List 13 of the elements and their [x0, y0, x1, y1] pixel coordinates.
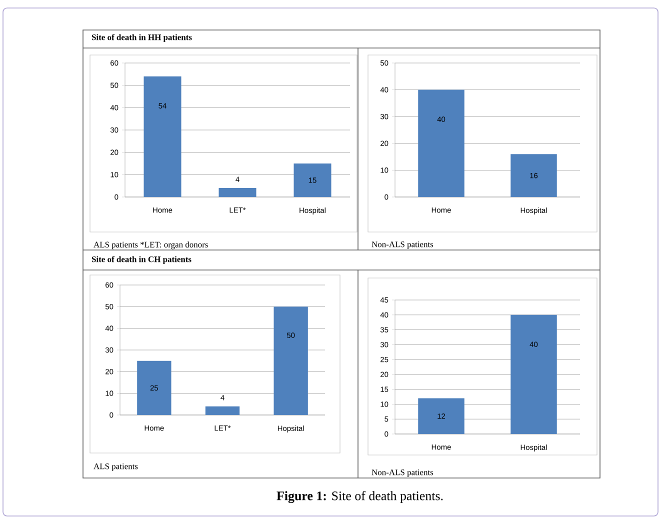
bar: [137, 360, 172, 415]
text: Non-ALS patients: [372, 470, 434, 477]
text: ALS patients *LET: organ donors: [94, 242, 208, 250]
text: ALS patients: [94, 464, 138, 471]
text: Figure 1: Site of death patients.: [276, 490, 443, 503]
chart-title: Site of death in CH patients: [92, 256, 192, 264]
bar: [205, 406, 240, 415]
text: Non-ALS patients: [372, 242, 434, 249]
bar: [274, 306, 308, 415]
bar: [144, 76, 182, 197]
bar: [294, 163, 332, 197]
bar: [218, 188, 256, 197]
chart-title: Site of death in HH patients: [92, 34, 192, 42]
